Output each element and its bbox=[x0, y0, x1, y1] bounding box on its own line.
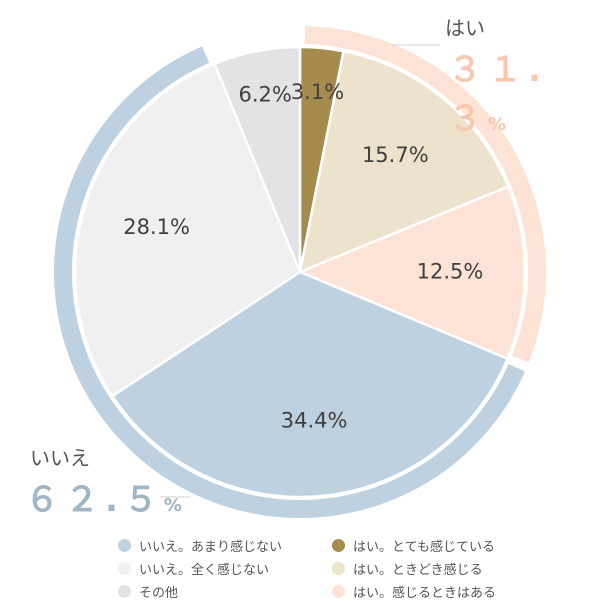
pie-slice bbox=[110, 270, 510, 499]
group-yes-unit: % bbox=[488, 114, 507, 135]
legend-label: いいえ。あまり感じない bbox=[139, 539, 283, 555]
slice-data-label: 12.5% bbox=[417, 260, 484, 284]
legend-swatch bbox=[332, 561, 345, 575]
group-no-unit: % bbox=[163, 495, 182, 516]
group-yes-name: はい bbox=[445, 16, 485, 40]
legend-item: いいえ。全く感じない bbox=[118, 558, 332, 578]
legend-label: はい。感じるときはある bbox=[353, 585, 497, 601]
legend-swatch bbox=[118, 584, 131, 598]
pie-slice bbox=[212, 45, 302, 273]
slice-data-label: 3.1% bbox=[291, 80, 344, 104]
pie-slice bbox=[73, 62, 302, 398]
group-yes-total-value: ３１.３ bbox=[448, 50, 547, 139]
legend-item: はい。ときどき感じる bbox=[332, 558, 532, 578]
legend-label: いいえ。全く感じない bbox=[139, 562, 270, 578]
group-no-total: ６２.５% bbox=[25, 472, 182, 521]
slice-data-label: 34.4% bbox=[281, 408, 348, 432]
legend-swatch bbox=[118, 561, 131, 575]
legend-label: はい。ときどき感じる bbox=[353, 562, 483, 578]
pie-slice bbox=[296, 184, 527, 361]
pie-slice bbox=[298, 49, 510, 275]
slice-data-label: 15.7% bbox=[362, 143, 429, 167]
group-no-total-value: ６２.５ bbox=[25, 480, 164, 520]
legend-label: はい。とても感じている bbox=[353, 539, 495, 555]
legend-swatch bbox=[118, 538, 131, 552]
legend-item: いいえ。あまり感じない bbox=[118, 535, 332, 555]
legend-label: その他 bbox=[139, 585, 179, 601]
legend-swatch bbox=[332, 584, 345, 598]
group-no-name: いいえ bbox=[30, 446, 90, 470]
slice-data-label: 28.1% bbox=[123, 215, 190, 239]
group-ring bbox=[304, 26, 547, 363]
slice-data-label: 6.2% bbox=[239, 82, 292, 106]
legend: いいえ。あまり感じない はい。とても感じている いいえ。全く感じない はい。とき… bbox=[118, 535, 538, 601]
legend-item: はい。とても感じている bbox=[332, 535, 532, 555]
group-yes-total: ３１.３% bbox=[448, 42, 600, 140]
legend-swatch bbox=[332, 538, 345, 552]
legend-item: はい。感じるときはある bbox=[332, 581, 532, 601]
legend-item: その他 bbox=[118, 581, 332, 601]
